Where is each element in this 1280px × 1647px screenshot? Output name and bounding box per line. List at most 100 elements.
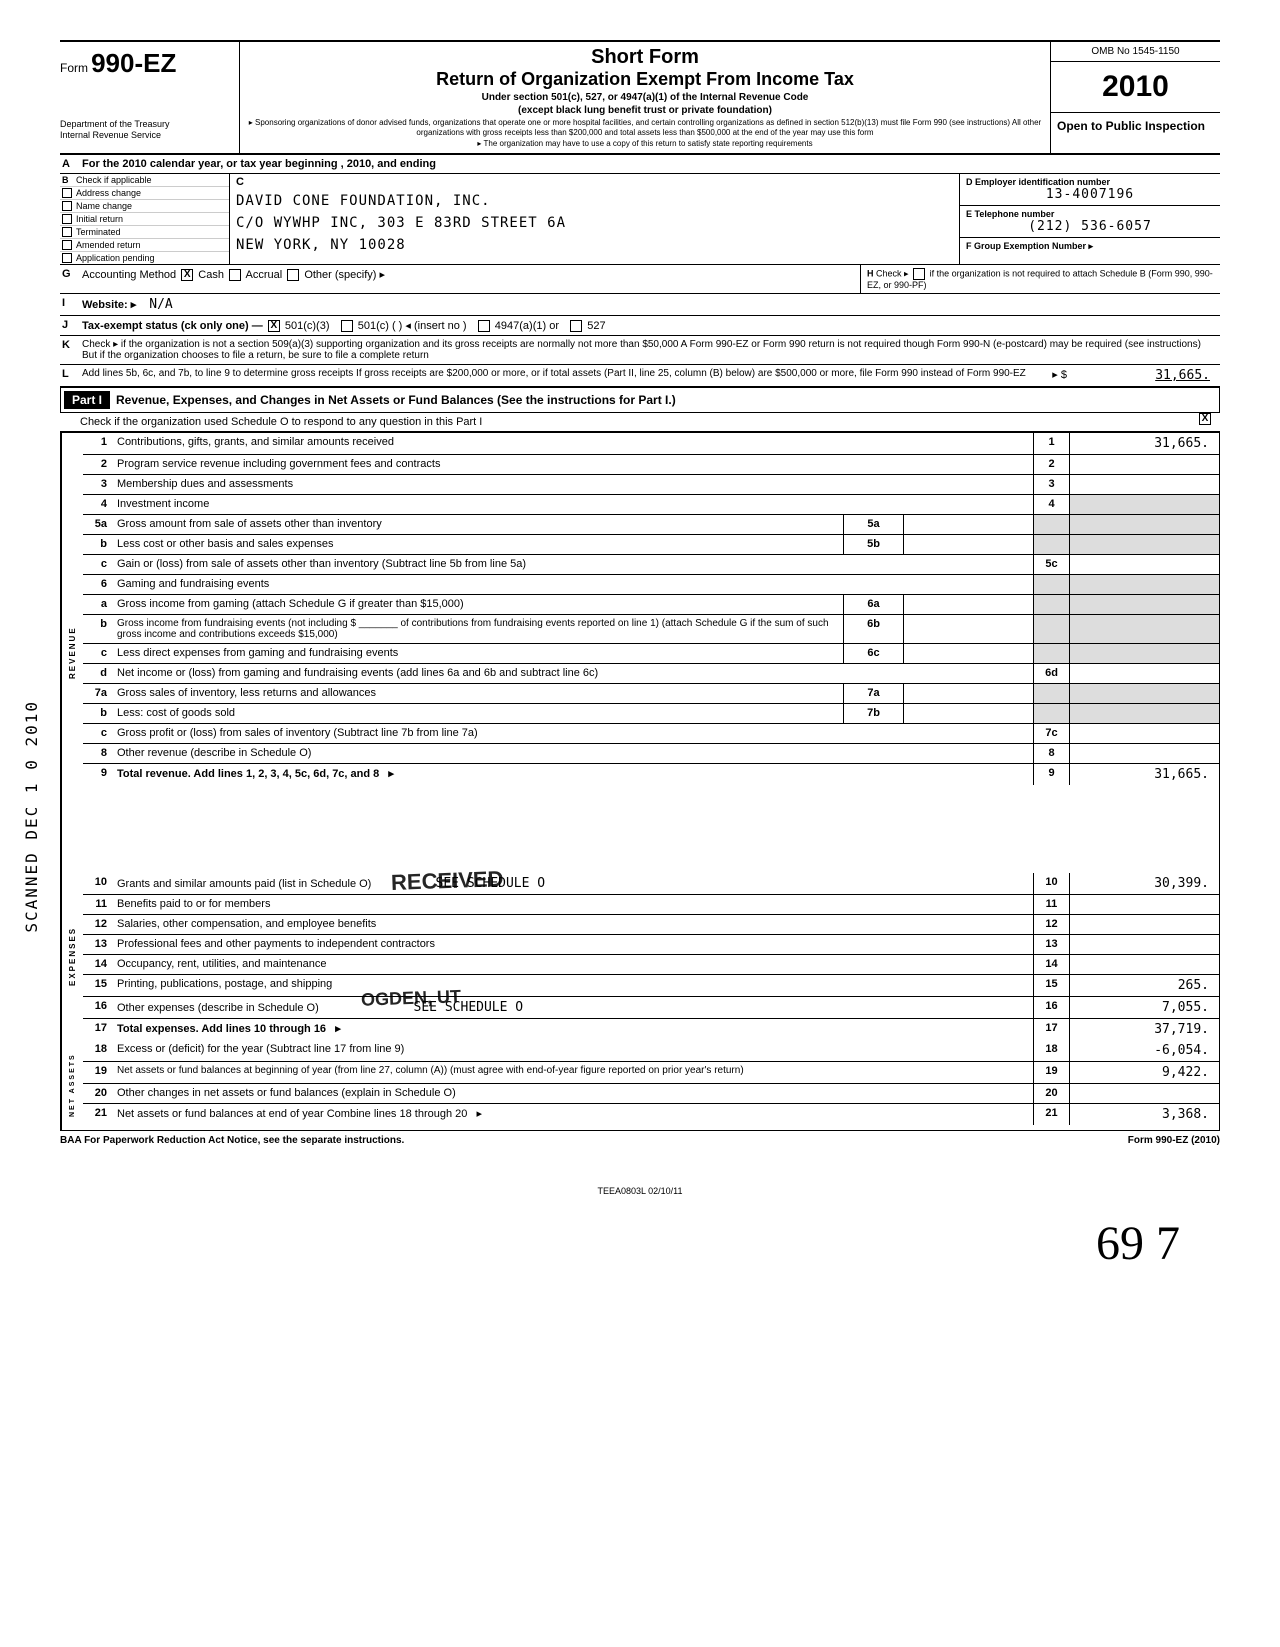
accrual-label: Accrual bbox=[246, 269, 283, 281]
i-text: Website: ▸ bbox=[82, 299, 136, 311]
line-no: 16 bbox=[83, 997, 113, 1018]
cb-terminated[interactable]: Terminated bbox=[60, 226, 229, 239]
part1-title: Revenue, Expenses, and Changes in Net As… bbox=[116, 393, 676, 407]
line-no: 15 bbox=[83, 975, 113, 996]
line-no: 12 bbox=[83, 915, 113, 934]
amt-col bbox=[1069, 955, 1219, 974]
right-info-column: D Employer identification number 13-4007… bbox=[960, 174, 1220, 264]
table-row: aGross income from gaming (attach Schedu… bbox=[83, 595, 1219, 615]
line-no: c bbox=[83, 724, 113, 743]
line-desc: Less: cost of goods sold bbox=[113, 704, 843, 723]
footer-right: Form 990-EZ (2010) bbox=[1128, 1135, 1220, 1146]
side-netassets: NET ASSETS bbox=[61, 1040, 83, 1130]
cb-name-change[interactable]: Name change bbox=[60, 200, 229, 213]
amt-col bbox=[1069, 684, 1219, 703]
num-col: 11 bbox=[1033, 895, 1069, 914]
line-no: 17 bbox=[83, 1019, 113, 1040]
opt-4947: 4947(a)(1) or bbox=[495, 320, 559, 332]
line-desc: Professional fees and other payments to … bbox=[113, 935, 1033, 954]
schedule-b-checkbox[interactable] bbox=[913, 268, 925, 280]
sub-col: 6a bbox=[843, 595, 903, 614]
part1-label: Part I bbox=[64, 391, 110, 409]
footer-row: BAA For Paperwork Reduction Act Notice, … bbox=[60, 1131, 1220, 1146]
cb-label: Amended return bbox=[76, 240, 141, 250]
tax-exempt-status: Tax-exempt status (ck only one) — 501(c)… bbox=[78, 316, 1220, 335]
table-row: 12Salaries, other compensation, and empl… bbox=[83, 915, 1219, 935]
line-no: d bbox=[83, 664, 113, 683]
cash-label: Cash bbox=[198, 269, 224, 281]
cb-initial-return[interactable]: Initial return bbox=[60, 213, 229, 226]
amt-col: 7,055. bbox=[1069, 997, 1219, 1018]
l-amount: 31,665. bbox=[1070, 365, 1220, 386]
501c3-checkbox[interactable] bbox=[268, 320, 280, 332]
ein-block: D Employer identification number 13-4007… bbox=[960, 174, 1220, 206]
num-col: 19 bbox=[1033, 1062, 1069, 1083]
checkbox-icon bbox=[62, 214, 72, 224]
table-row: cGain or (loss) from sale of assets othe… bbox=[83, 555, 1219, 575]
line-g-h-row: G Accounting Method Cash Accrual Other (… bbox=[60, 265, 1220, 294]
amt-col bbox=[1069, 555, 1219, 574]
opt-527: 527 bbox=[587, 320, 605, 332]
sub-amt bbox=[903, 644, 1033, 663]
table-row: 15Printing, publications, postage, and s… bbox=[83, 975, 1219, 997]
line-desc: Membership dues and assessments bbox=[113, 475, 1033, 494]
part1-check-text: Check if the organization used Schedule … bbox=[60, 413, 1190, 431]
other-checkbox[interactable] bbox=[287, 269, 299, 281]
cash-checkbox[interactable] bbox=[181, 269, 193, 281]
line-a-row: A For the 2010 calendar year, or tax yea… bbox=[60, 155, 1220, 174]
part1-check-row: Check if the organization used Schedule … bbox=[60, 413, 1220, 432]
527-checkbox[interactable] bbox=[570, 320, 582, 332]
open-public: Open to Public Inspection bbox=[1051, 113, 1220, 139]
page-code: TEEA0803L 02/10/11 bbox=[60, 1186, 1220, 1196]
return-title: Return of Organization Exempt From Incom… bbox=[248, 69, 1042, 90]
website-value: N/A bbox=[149, 297, 172, 312]
label-a: A bbox=[60, 155, 78, 173]
schedule-o-checkbox[interactable] bbox=[1190, 413, 1220, 431]
line-no: 13 bbox=[83, 935, 113, 954]
line-desc: Excess or (deficit) for the year (Subtra… bbox=[113, 1040, 1033, 1061]
accrual-checkbox[interactable] bbox=[229, 269, 241, 281]
line-desc: Net assets or fund balances at end of ye… bbox=[113, 1104, 1033, 1125]
line-desc: Contributions, gifts, grants, and simila… bbox=[113, 433, 1033, 454]
line-no: b bbox=[83, 704, 113, 723]
line-no: 19 bbox=[83, 1062, 113, 1083]
table-row: 14Occupancy, rent, utilities, and mainte… bbox=[83, 955, 1219, 975]
num-col: 9 bbox=[1033, 764, 1069, 785]
501c-checkbox[interactable] bbox=[341, 320, 353, 332]
amt-col bbox=[1069, 704, 1219, 723]
received-stamp: RECEIVED bbox=[391, 866, 504, 896]
table-row: 7aGross sales of inventory, less returns… bbox=[83, 684, 1219, 704]
label-i: I bbox=[60, 294, 78, 315]
tax-year: 2010 bbox=[1051, 62, 1220, 113]
num-col: 1 bbox=[1033, 433, 1069, 454]
cb-application-pending[interactable]: Application pending bbox=[60, 252, 229, 264]
table-row: 16Other expenses (describe in Schedule O… bbox=[83, 997, 1219, 1019]
table-row: 9Total revenue. Add lines 1, 2, 3, 4, 5c… bbox=[83, 764, 1219, 785]
checkbox-icon bbox=[62, 201, 72, 211]
amt-col: 30,399. bbox=[1069, 873, 1219, 894]
num-col: 10 bbox=[1033, 873, 1069, 894]
ogden-stamp: OGDEN, UT bbox=[361, 986, 462, 1010]
amt-col bbox=[1069, 895, 1219, 914]
amt-col bbox=[1069, 475, 1219, 494]
sub-col: 5b bbox=[843, 535, 903, 554]
identity-section: B Check if applicable Address change Nam… bbox=[60, 174, 1220, 265]
line-desc: Net assets or fund balances at beginning… bbox=[113, 1062, 1033, 1083]
line-desc: Grants and similar amounts paid (list in… bbox=[113, 873, 1033, 894]
line-no: 7a bbox=[83, 684, 113, 703]
except-text: (except black lung benefit trust or priv… bbox=[248, 105, 1042, 116]
table-row: bLess cost or other basis and sales expe… bbox=[83, 535, 1219, 555]
header-left: Form 990-EZ Department of the Treasury I… bbox=[60, 42, 240, 153]
num-col bbox=[1033, 595, 1069, 614]
4947-checkbox[interactable] bbox=[478, 320, 490, 332]
line-l-text: Add lines 5b, 6c, and 7b, to line 9 to d… bbox=[78, 365, 1030, 386]
num-col: 7c bbox=[1033, 724, 1069, 743]
under-section: Under section 501(c), 527, or 4947(a)(1)… bbox=[248, 92, 1042, 103]
form-number: 990-EZ bbox=[91, 48, 176, 78]
cb-amended-return[interactable]: Amended return bbox=[60, 239, 229, 252]
line-desc: Gross income from fundraising events (no… bbox=[113, 615, 843, 643]
label-c: C bbox=[230, 174, 959, 190]
sub-col: 6c bbox=[843, 644, 903, 663]
cb-address-change[interactable]: Address change bbox=[60, 187, 229, 200]
line-desc: Net income or (loss) from gaming and fun… bbox=[113, 664, 1033, 683]
